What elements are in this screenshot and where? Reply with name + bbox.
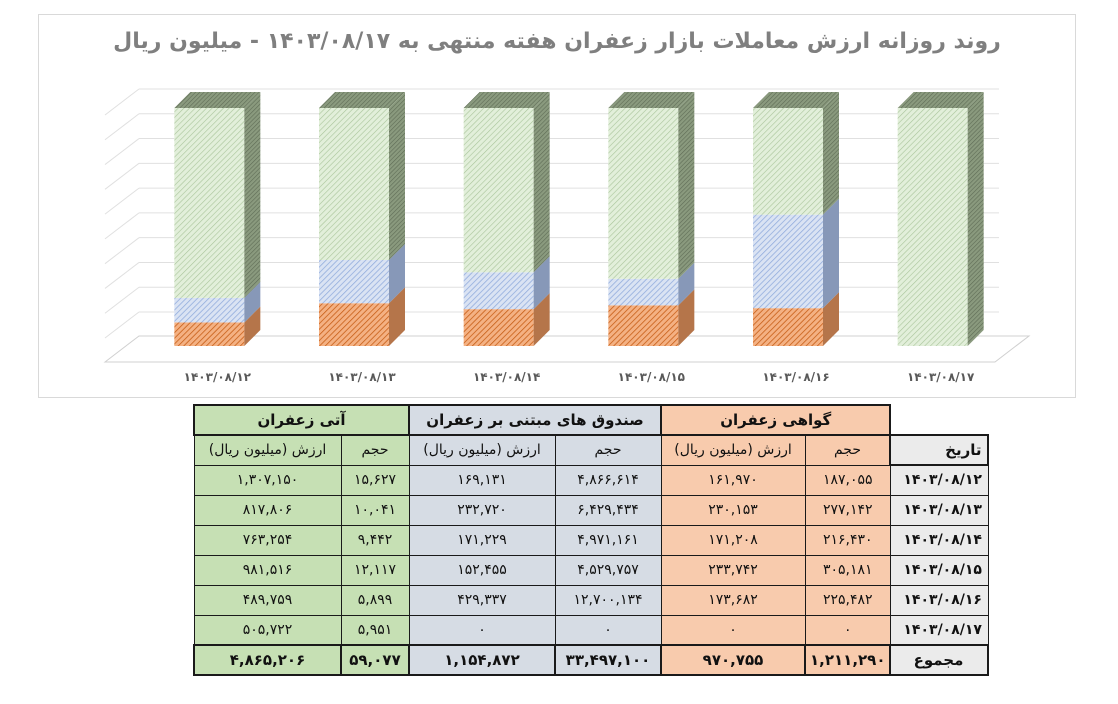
total-fund-vol: ۳۳,۴۹۷,۱۰۰	[554, 644, 662, 676]
cell-cert-val: ۱۷۳,۶۸۲	[660, 584, 806, 616]
row-date: ۱۴۰۳/۰۸/۱۳	[889, 494, 989, 526]
bar-segment	[608, 305, 679, 346]
total-fut-val: ۴,۸۶۵,۲۰۶	[193, 644, 342, 676]
cell-fund-val: ۱۶۹,۱۳۱	[408, 464, 556, 496]
bar-segment	[463, 272, 534, 310]
cell-fut-val: ۱,۳۰۷,۱۵۰	[193, 464, 342, 496]
table-row: ۱۴۰۳/۰۸/۱۷ ۰ ۰ ۰ ۰ ۵,۹۵۱ ۵۰۵,۷۲۲	[193, 614, 989, 646]
cell-fut-val: ۹۸۱,۵۱۶	[193, 554, 342, 586]
cell-cert-vol: ۳۰۵,۱۸۱	[804, 554, 891, 586]
cell-fund-vol: ۱۲,۷۰۰,۱۳۴	[554, 584, 662, 616]
row-date: ۱۴۰۳/۰۸/۱۵	[889, 554, 989, 586]
trades-table: گواهی زعفران صندوق های مبتنی بر زعفران آ…	[193, 404, 990, 676]
cell-fut-vol: ۱۲,۱۱۷	[340, 554, 410, 586]
bar-segment	[463, 108, 534, 273]
bar-segment	[753, 108, 823, 215]
table-row: ۱۴۰۳/۰۸/۱۴ ۲۱۶,۴۳۰ ۱۷۱,۲۰۸ ۴,۹۷۱,۱۶۱ ۱۷۱,۲۲۹…	[193, 524, 989, 556]
cert-value-header: ارزش (میلیون ریال)	[660, 434, 806, 466]
x-axis-label: ۱۴۰۳/۰۸/۱۴	[472, 370, 541, 384]
cell-fut-vol: ۵,۸۹۹	[340, 584, 410, 616]
x-axis-label: ۱۴۰۳/۰۸/۱۵	[617, 370, 685, 384]
group-header-funds: صندوق های مبتنی بر زعفران	[408, 404, 662, 436]
bar-segment	[463, 309, 534, 346]
x-axis-label: ۱۴۰۳/۰۸/۱۶	[762, 370, 830, 384]
cell-fut-val: ۸۱۷,۸۰۶	[193, 494, 342, 526]
total-fund-val: ۱,۱۵۴,۸۷۲	[408, 644, 556, 676]
x-axis-label: ۱۴۰۳/۰۸/۱۳	[328, 370, 396, 384]
futures-volume-header: حجم	[340, 434, 410, 466]
x-axis-label: ۱۴۰۳/۰۸/۱۲	[183, 370, 251, 384]
bar-segment	[174, 108, 245, 298]
cell-cert-val: ۱۶۱,۹۷۰	[660, 464, 806, 496]
cell-cert-vol: ۱۸۷,۰۵۵	[804, 464, 891, 496]
row-date: ۱۴۰۳/۰۸/۱۶	[889, 584, 989, 616]
cell-fund-val: ۱۵۲,۴۵۵	[408, 554, 556, 586]
cell-fund-val: ۱۷۱,۲۲۹	[408, 524, 556, 556]
fund-value-header: ارزش (میلیون ریال)	[408, 434, 556, 466]
cell-fund-vol: ۶,۴۲۹,۴۳۴	[554, 494, 662, 526]
cell-cert-vol: ۲۱۶,۴۳۰	[804, 524, 891, 556]
total-fut-vol: ۵۹,۰۷۷	[340, 644, 410, 676]
cell-fund-val: ۲۳۲,۷۲۰	[408, 494, 556, 526]
cell-fund-vol: ۴,۵۲۹,۷۵۷	[554, 554, 662, 586]
bar-segment	[608, 108, 679, 279]
bar-segment	[319, 259, 389, 304]
cell-fund-vol: ۴,۹۷۱,۱۶۱	[554, 524, 662, 556]
cell-fut-vol: ۱۰,۰۴۱	[340, 494, 410, 526]
x-axis-label: ۱۴۰۳/۰۸/۱۷	[906, 370, 975, 384]
cell-fund-val: ۴۲۹,۳۳۷	[408, 584, 556, 616]
cert-volume-header: حجم	[804, 434, 891, 466]
row-date: ۱۴۰۳/۰۸/۱۲	[889, 464, 989, 496]
table-row: ۱۴۰۳/۰۸/۱۳ ۲۷۷,۱۴۲ ۲۳۰,۱۵۳ ۶,۴۲۹,۴۳۴ ۲۳۲,۷۲۰…	[193, 494, 989, 526]
cell-fund-vol: ۴,۸۶۶,۶۱۴	[554, 464, 662, 496]
cell-cert-val: ۲۳۰,۱۵۳	[660, 494, 806, 526]
total-row: مجموع ۱,۲۱۱,۲۹۰ ۹۷۰,۷۵۵ ۳۳,۴۹۷,۱۰۰ ۱,۱۵۴,۸۷۲…	[193, 644, 990, 676]
bar-segment	[897, 108, 968, 346]
date-column-header: تاریخ	[889, 434, 990, 466]
table-row: ۱۴۰۳/۰۸/۱۵ ۳۰۵,۱۸۱ ۲۳۳,۷۴۲ ۴,۵۲۹,۷۵۷ ۱۵۲,۴۵۵…	[193, 554, 989, 586]
bar-segment	[608, 278, 679, 306]
chart-container: روند روزانه ارزش معاملات بازار زعفران هف…	[38, 14, 1076, 398]
bar-segment	[174, 322, 245, 346]
cell-cert-vol: ۲۲۵,۴۸۲	[804, 584, 891, 616]
total-cert-vol: ۱,۲۱۱,۲۹۰	[803, 644, 892, 676]
cell-cert-vol: ۲۷۷,۱۴۲	[804, 494, 891, 526]
cell-fut-vol: ۹,۴۴۲	[340, 524, 410, 556]
cell-fut-vol: ۵,۹۵۱	[340, 614, 410, 646]
cell-fund-vol: ۰	[554, 614, 662, 646]
cell-fut-val: ۵۰۵,۷۲۲	[193, 614, 342, 646]
group-header-futures: آتی زعفران	[193, 404, 410, 436]
chart-title: روند روزانه ارزش معاملات بازار زعفران هف…	[113, 29, 1001, 54]
cell-cert-val: ۰	[660, 614, 806, 646]
bar-segment	[174, 297, 245, 323]
cell-fund-val: ۰	[408, 614, 556, 646]
futures-value-header: ارزش (میلیون ریال)	[193, 434, 342, 466]
cell-cert-vol: ۰	[804, 614, 891, 646]
stacked-bar-chart	[103, 88, 1031, 363]
bar-segment	[319, 303, 389, 346]
table-row: ۱۴۰۳/۰۸/۱۶ ۲۲۵,۴۸۲ ۱۷۳,۶۸۲ ۱۲,۷۰۰,۱۳۴ ۴۲۹,۳۳…	[193, 584, 989, 616]
bar-segment	[753, 214, 823, 309]
total-cert-val: ۹۷۰,۷۵۵	[660, 644, 806, 676]
group-header-certificate: گواهی زعفران	[659, 404, 892, 436]
bar-segment	[319, 108, 389, 260]
cell-fut-val: ۷۶۳,۲۵۴	[193, 524, 342, 556]
fund-volume-header: حجم	[554, 434, 662, 466]
row-date: ۱۴۰۳/۰۸/۱۴	[889, 524, 989, 556]
cell-fut-vol: ۱۵,۶۲۷	[340, 464, 410, 496]
bar-segment	[753, 308, 823, 346]
cell-cert-val: ۱۷۱,۲۰۸	[660, 524, 806, 556]
cell-cert-val: ۲۳۳,۷۴۲	[660, 554, 806, 586]
total-label: مجموع	[889, 644, 990, 676]
row-date: ۱۴۰۳/۰۸/۱۷	[889, 614, 989, 646]
table-row: ۱۴۰۳/۰۸/۱۲ ۱۸۷,۰۵۵ ۱۶۱,۹۷۰ ۴,۸۶۶,۶۱۴ ۱۶۹,۱۳۱…	[193, 464, 989, 496]
cell-fut-val: ۴۸۹,۷۵۹	[193, 584, 342, 616]
